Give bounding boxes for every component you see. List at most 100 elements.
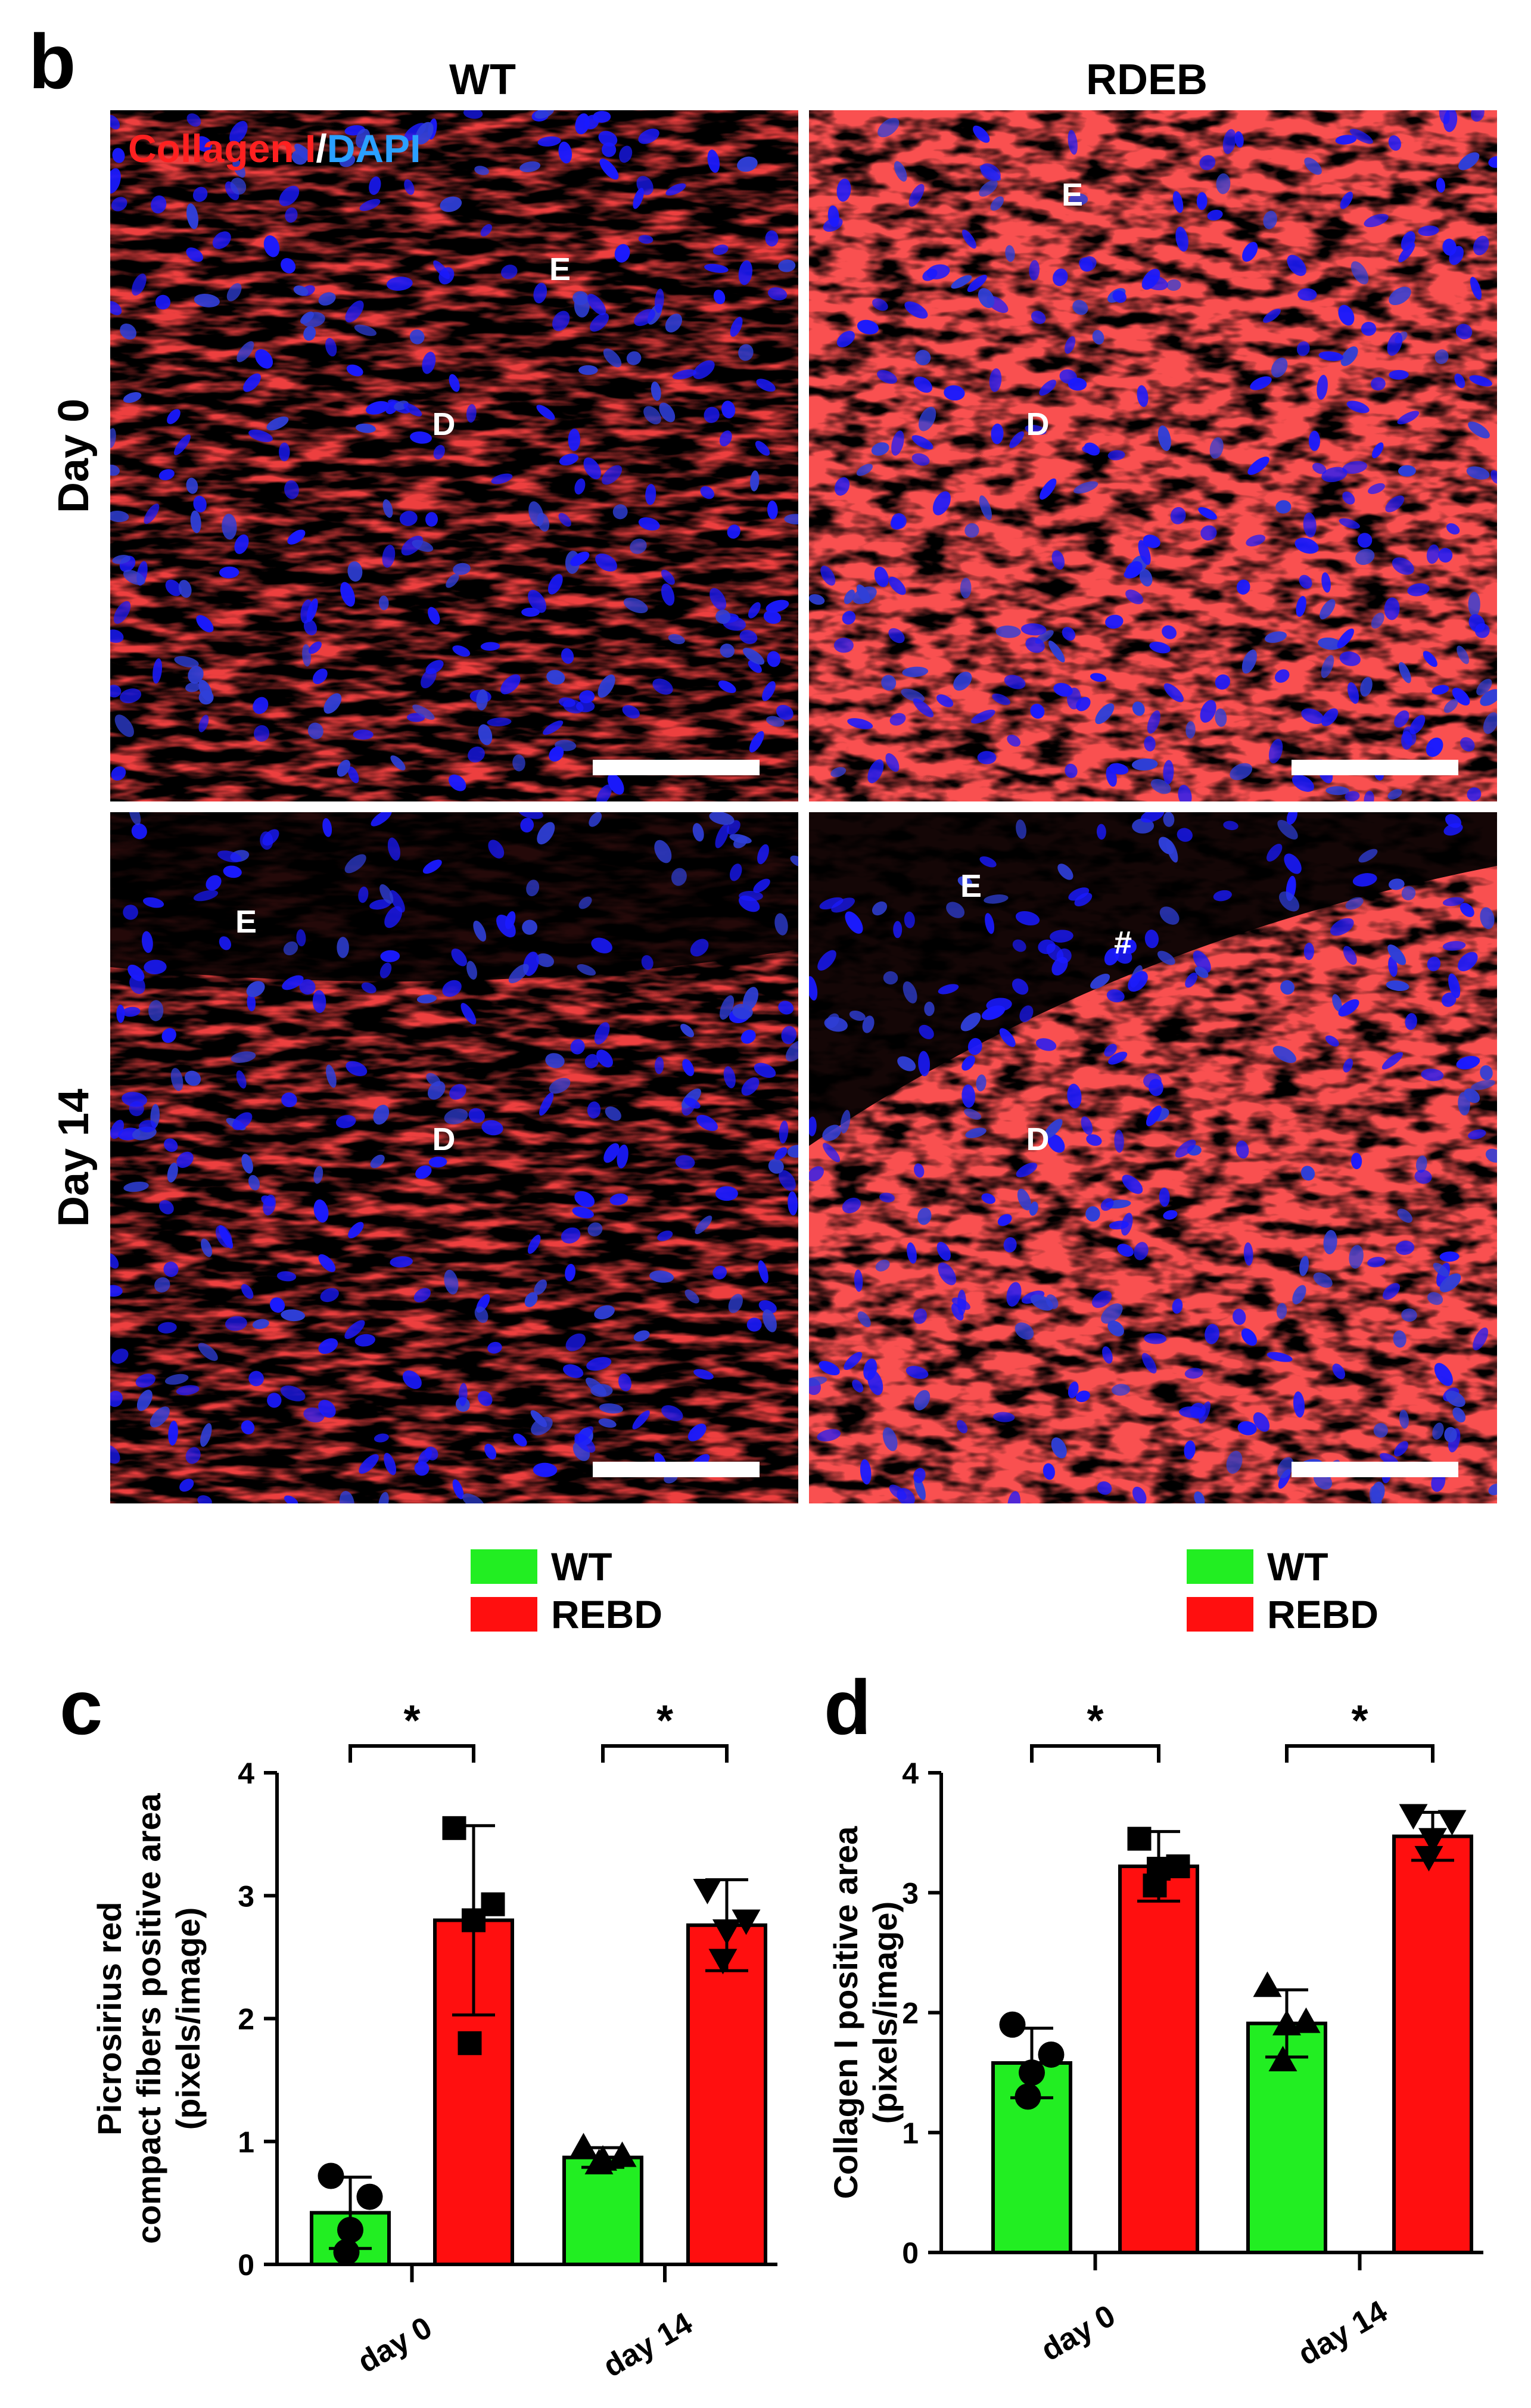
significance-bracket [1030, 1744, 1160, 1763]
y-axis-label-line: Collagen I positive area [827, 1826, 864, 2199]
data-point [999, 2011, 1026, 2038]
y-axis-label-line: (pixels/image) [866, 1901, 904, 2124]
data-point [584, 2149, 614, 2174]
significance-star: * [1351, 1697, 1368, 1745]
x-tick-label: day 0 [352, 2310, 438, 2380]
tissue-marker: D [432, 406, 456, 442]
y-tick-label: 4 [902, 1757, 919, 1790]
y-tick-label: 2 [238, 2003, 254, 2036]
scale-bar [1292, 760, 1458, 775]
scale-bar [1292, 1462, 1458, 1477]
tissue-marker: D [1026, 1121, 1050, 1157]
bar-wt-day14 [562, 2155, 643, 2266]
y-axis-label: Collagen I positive area(pixels/image) [827, 1826, 904, 2199]
y-axis-label-line: compact fibers positive area [130, 1793, 167, 2244]
col-header-wt: WT [449, 56, 516, 104]
tissue-marker: # [1114, 925, 1132, 961]
tissue-marker: E [549, 251, 571, 287]
micrograph-tile-2: ED [809, 110, 1497, 801]
data-point [1399, 1804, 1428, 1830]
data-point [1038, 2041, 1065, 2068]
data-point [708, 1949, 738, 1975]
significance-star: * [1087, 1697, 1103, 1745]
panel-label-d: d [824, 1664, 871, 1751]
data-point [1127, 1826, 1152, 1851]
tissue-marker: E [235, 904, 257, 940]
y-axis-label-line: Picrosirius red [91, 1901, 128, 2135]
legend-label-wt: WT [551, 1545, 612, 1589]
legend-label-wt: WT [1267, 1545, 1328, 1589]
data-point [693, 1878, 722, 1904]
scale-bar [593, 1462, 760, 1477]
data-point [712, 1919, 741, 1945]
stain-separator: / [316, 126, 326, 170]
data-point [1015, 2083, 1041, 2110]
significance-bracket [348, 1744, 475, 1763]
significance-bracket [1285, 1744, 1434, 1763]
y-axis-label-line: (pixels/image) [169, 1907, 207, 2130]
stain-blue: DAPI [327, 126, 421, 170]
col-header-rdeb: RDEB [1086, 56, 1208, 104]
stain-legend: Collagen I/DAPI [128, 126, 421, 170]
tissue-marker: D [1026, 406, 1050, 442]
micrograph-tile-4: E # D [809, 812, 1497, 1503]
y-tick-label: 0 [238, 2248, 254, 2282]
micrograph-tile-1: ED [110, 110, 798, 801]
data-point [569, 2133, 598, 2159]
bar-rebd-day14 [686, 1923, 767, 2266]
data-point [1143, 1873, 1167, 1898]
row-header-day14: Day 14 [50, 1089, 98, 1227]
y-tick-label: 4 [238, 1757, 254, 1790]
significance-star: * [403, 1697, 420, 1745]
tissue-marker: D [432, 1121, 456, 1157]
y-tick-label: 1 [238, 2126, 254, 2159]
panel-label-c: c [60, 1664, 102, 1751]
legend-swatch-wt [471, 1549, 537, 1584]
data-point [732, 1909, 761, 1935]
data-point [1418, 1828, 1447, 1854]
data-point [1292, 2007, 1321, 2033]
data-point [333, 2239, 360, 2266]
data-point [318, 2162, 344, 2189]
y-tick-label: 3 [238, 1879, 254, 1913]
significance-bracket [601, 1744, 729, 1763]
data-point [1437, 1810, 1467, 1836]
data-point [608, 2141, 637, 2167]
row-header-day0: Day 0 [50, 399, 98, 513]
tissue-marker: E [1062, 177, 1083, 213]
data-point [1414, 1845, 1443, 1872]
bar-rebd-day0 [1118, 1864, 1199, 2255]
data-point [1272, 2009, 1301, 2036]
bar-rebd-day14 [1392, 1834, 1473, 2255]
y-tick-label: 2 [902, 1997, 919, 2030]
tissue-marker: E [960, 868, 982, 904]
legend-label-rebd: REBD [551, 1592, 662, 1636]
y-tick-label: 3 [902, 1876, 919, 1910]
stain-red: Collagen I [128, 126, 316, 170]
x-tick-label: day 14 [1292, 2294, 1393, 2372]
legend-swatch-rebd [471, 1597, 537, 1632]
data-point [1268, 2046, 1297, 2071]
data-point [442, 1816, 466, 1840]
data-point [1253, 1971, 1282, 1997]
data-point [1019, 2059, 1045, 2086]
data-point [462, 1908, 486, 1932]
x-tick-label: day 0 [1035, 2298, 1121, 2368]
data-point [458, 2031, 482, 2055]
panel-b-label: b [29, 18, 76, 105]
data-point [337, 2217, 363, 2244]
y-axis-label: Picrosirius redcompact fibers positive a… [91, 1793, 207, 2244]
legend-swatch-wt [1187, 1549, 1253, 1584]
y-tick-label: 1 [902, 2117, 919, 2150]
scale-bar [593, 760, 760, 775]
x-tick-label: day 14 [598, 2306, 698, 2384]
y-tick-label: 0 [902, 2236, 919, 2270]
legend-swatch-rebd [1187, 1597, 1253, 1632]
micrograph-tile-3: ED [110, 812, 798, 1503]
significance-star: * [656, 1697, 673, 1745]
data-point [356, 2183, 383, 2210]
legend-label-rebd: REBD [1267, 1592, 1378, 1636]
